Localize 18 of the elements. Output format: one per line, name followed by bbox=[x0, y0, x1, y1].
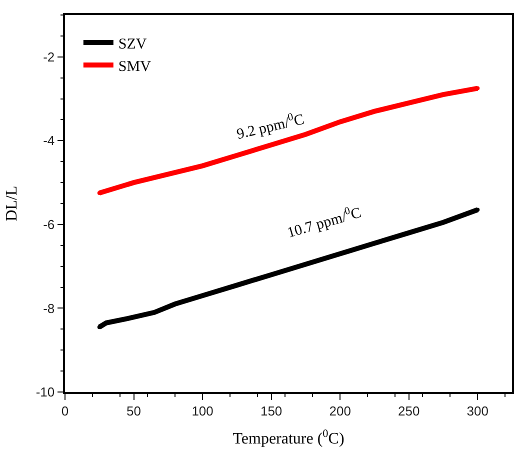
x-tick-label: 50 bbox=[126, 403, 142, 418]
x-tick-label: 250 bbox=[398, 403, 420, 418]
x-tick-label: 300 bbox=[466, 403, 488, 418]
y-axis-title: DL/L bbox=[3, 186, 20, 222]
x-tick-label: 100 bbox=[192, 403, 214, 418]
y-tick-label: -6 bbox=[43, 216, 55, 232]
y-tick-label: -4 bbox=[43, 133, 55, 148]
x-axis-title: Temperature ($^{0}$C) bbox=[232, 428, 344, 448]
y-tick-label: -8 bbox=[43, 300, 55, 316]
y-tick-label: -2 bbox=[43, 49, 55, 64]
y-tick-label: -10 bbox=[36, 384, 55, 400]
x-tick-label: 150 bbox=[260, 403, 282, 418]
annotation: 9.2 ppm/$^{0}$C bbox=[234, 110, 306, 143]
x-tick-label: 200 bbox=[329, 403, 351, 418]
legend-label: SMV bbox=[118, 58, 152, 75]
annotation: 10.7 ppm/$^{0}$C bbox=[284, 202, 364, 242]
legend-label: SZV bbox=[118, 36, 147, 52]
x-tick-label: 0 bbox=[61, 403, 69, 418]
